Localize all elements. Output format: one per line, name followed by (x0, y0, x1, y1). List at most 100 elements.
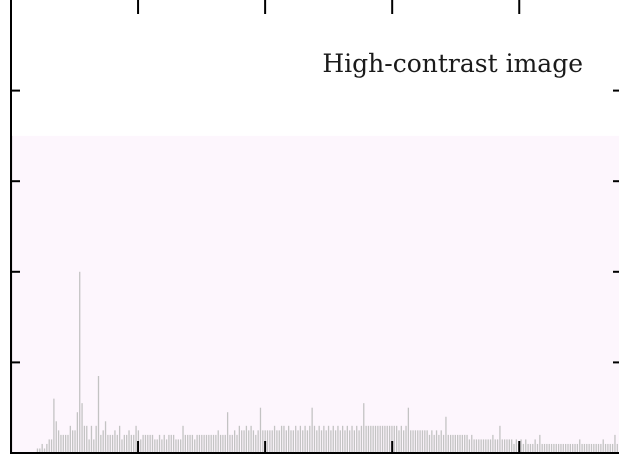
histogram-bar (353, 430, 356, 453)
histogram-bar (428, 434, 431, 453)
histogram-bars (11, 135, 618, 453)
histogram-bar (393, 425, 395, 453)
histogram-bar (384, 425, 386, 453)
histogram-bar (64, 434, 67, 453)
histogram-bar (109, 434, 111, 453)
histogram-bar (69, 425, 71, 453)
histogram-bar (590, 443, 593, 453)
histogram-bar (229, 434, 231, 453)
histogram-bar (46, 443, 48, 453)
histogram-bar (149, 434, 151, 453)
histogram-bar (327, 425, 330, 453)
plot-axes (10, 0, 619, 454)
histogram-bar (579, 439, 581, 453)
histogram-bar (395, 425, 398, 453)
histogram-bar (494, 439, 496, 453)
histogram-bar (614, 434, 616, 453)
histogram-bar (97, 375, 100, 453)
histogram-bar (248, 430, 250, 453)
histogram-bar (313, 425, 316, 453)
histogram-bar (111, 434, 114, 453)
histogram-bar (527, 443, 529, 453)
histogram-bar (417, 430, 419, 453)
histogram-bar (480, 439, 482, 453)
histogram-bar (431, 430, 433, 453)
histogram-bar (532, 443, 534, 453)
histogram-bar (330, 430, 332, 453)
histogram-bar (421, 430, 424, 453)
histogram-bar (424, 430, 426, 453)
histogram-bar (398, 430, 400, 453)
histogram-bar (325, 430, 327, 453)
histogram-bar (391, 425, 393, 453)
histogram-bar (154, 439, 156, 453)
histogram-bar (255, 434, 257, 453)
histogram-bar (104, 421, 107, 453)
histogram-bar (53, 398, 55, 453)
histogram-bar (499, 425, 501, 453)
histogram-bar (156, 439, 158, 453)
histogram-bar (492, 434, 494, 453)
histogram-bar (388, 425, 391, 453)
histogram-bar (609, 443, 611, 453)
histogram-bar (177, 439, 179, 453)
histogram-bar (309, 425, 311, 453)
histogram-bar (525, 439, 527, 453)
histogram-bar (168, 434, 170, 453)
histogram-bar (356, 425, 358, 453)
histogram-bar (83, 425, 86, 453)
histogram-bar (593, 443, 595, 453)
histogram-bar (503, 439, 506, 453)
histogram-bar (485, 439, 487, 453)
histogram-bar (595, 443, 597, 453)
histogram-bar (88, 439, 90, 453)
histogram-bar (144, 434, 147, 453)
histogram-bar (412, 430, 414, 453)
histogram-bar (189, 434, 191, 453)
histogram-bar (515, 439, 517, 453)
histogram-bar (513, 443, 515, 453)
histogram-bar (318, 425, 320, 453)
histogram-bar (529, 443, 532, 453)
histogram-bar (548, 443, 550, 453)
histogram-bar (236, 434, 238, 453)
histogram-bar (440, 430, 442, 453)
histogram-bar (208, 434, 210, 453)
histogram-bar (506, 439, 508, 453)
histogram-bar (210, 434, 212, 453)
histogram-bar (471, 434, 473, 453)
histogram-bar (234, 430, 236, 453)
histogram-bar (447, 434, 449, 453)
histogram-bar (600, 443, 602, 453)
histogram-bar (39, 448, 41, 453)
histogram-bar (57, 430, 60, 453)
histogram-bar (572, 443, 574, 453)
histogram-bar (90, 425, 93, 453)
histogram-bar (250, 425, 252, 453)
histogram-bar (567, 443, 569, 453)
histogram-bar (215, 434, 217, 453)
histogram-bar (231, 434, 233, 453)
histogram-bar (285, 430, 287, 453)
histogram-bar (597, 443, 600, 453)
histogram-bar (114, 430, 116, 453)
histogram-bar (201, 434, 203, 453)
histogram-bar (151, 434, 154, 453)
histogram-bar (100, 434, 102, 453)
histogram-bar (170, 434, 172, 453)
histogram-bar (292, 430, 294, 453)
histogram-bar (468, 439, 471, 453)
histogram-bar (86, 425, 88, 453)
histogram-bar (175, 439, 177, 453)
histogram-bar (290, 430, 292, 453)
histogram-bar (557, 443, 560, 453)
histogram-bar (280, 425, 283, 453)
histogram-bar (555, 443, 557, 453)
histogram-bar (41, 443, 43, 453)
histogram-bar (224, 434, 226, 453)
histogram-bar (602, 439, 604, 453)
histogram-bar (370, 425, 372, 453)
histogram-bar (126, 434, 128, 453)
histogram-bar (323, 425, 325, 453)
